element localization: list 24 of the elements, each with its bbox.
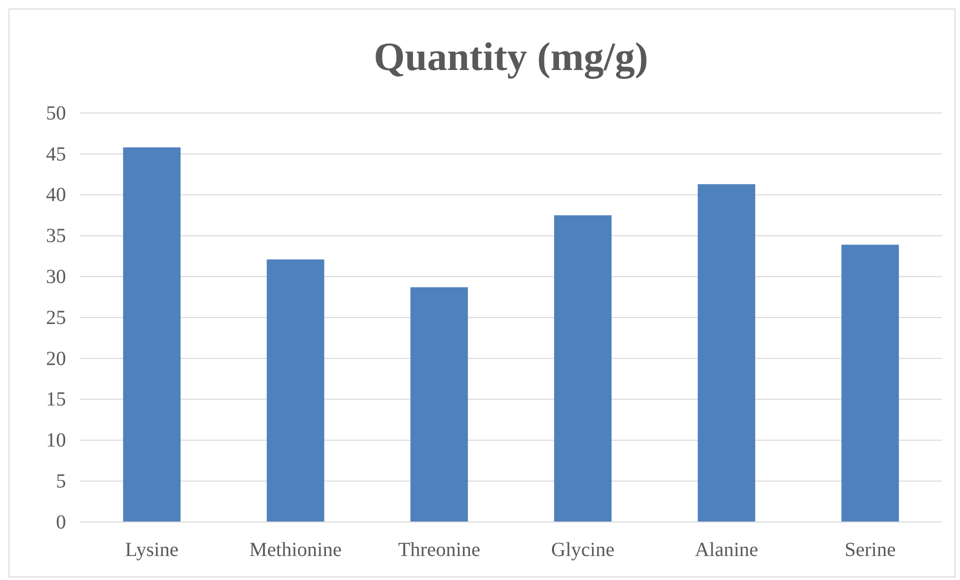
y-tick-label: 40: [46, 184, 66, 206]
chart-title: Quantity (mg/g): [374, 34, 648, 79]
y-tick-label: 15: [46, 388, 66, 411]
y-tick-label: 50: [46, 102, 66, 124]
x-tick-label: Alanine: [694, 539, 758, 562]
x-tick-label: Serine: [844, 539, 896, 562]
y-tick-label: 45: [46, 143, 66, 166]
bar: [410, 287, 468, 522]
y-tick-label: 0: [56, 511, 66, 534]
y-tick-label: 10: [46, 430, 66, 452]
x-tick-label: Glycine: [551, 539, 615, 562]
y-tick-label: 5: [56, 470, 66, 492]
bar: [841, 244, 899, 522]
bar: [123, 147, 181, 522]
y-tick-label: 30: [46, 266, 66, 288]
bar: [698, 184, 756, 522]
y-tick-label: 20: [46, 348, 66, 370]
bar: [554, 215, 612, 522]
bar: [266, 259, 324, 522]
x-tick-label: Threonine: [398, 539, 480, 562]
y-tick-label: 25: [46, 306, 66, 329]
x-tick-label: Lysine: [125, 539, 179, 562]
y-tick-label: 35: [46, 225, 66, 248]
x-tick-label: Methionine: [249, 539, 342, 562]
